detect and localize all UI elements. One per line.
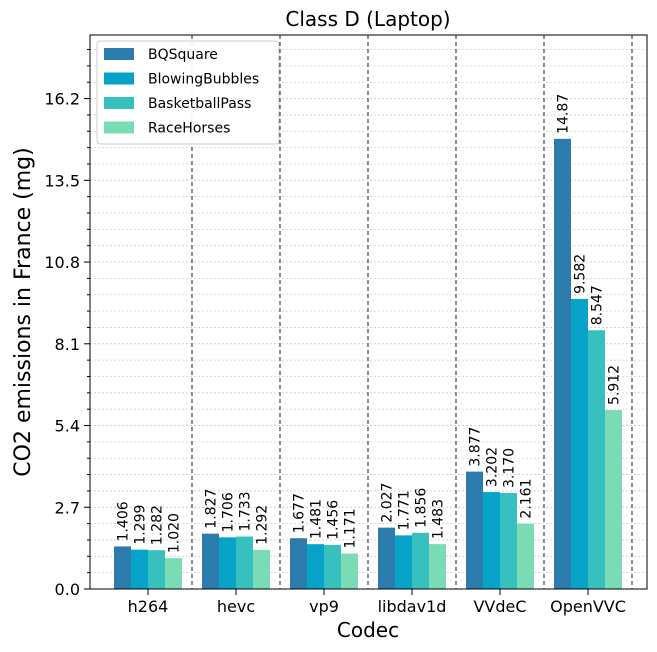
bar [202, 533, 219, 589]
legend-label: RaceHorses [148, 121, 230, 137]
bar [412, 532, 429, 589]
y-tick-label: 8.1 [55, 335, 80, 354]
bar [290, 538, 307, 589]
chart-title: Class D (Laptop) [285, 7, 450, 31]
data-label: 1.292 [255, 505, 271, 545]
plot-frame [89, 34, 648, 590]
data-label: 1.733 [238, 491, 254, 531]
data-label: 1.299 [133, 505, 149, 545]
data-label: 5.912 [607, 365, 623, 405]
bar [219, 537, 236, 589]
bar [554, 138, 571, 589]
bar [483, 492, 500, 589]
data-label: 1.856 [414, 488, 430, 528]
data-label: 3.877 [468, 427, 484, 467]
x-tick-label: OpenVVC [550, 597, 626, 616]
bar [341, 553, 358, 589]
legend-box [96, 40, 280, 145]
data-label: 1.677 [292, 493, 308, 533]
legend-label: BQSquare [148, 47, 218, 63]
bar [253, 549, 270, 589]
x-axis-title: Codec [337, 618, 399, 642]
legend-swatch [104, 121, 134, 134]
y-tick-label: 10.8 [44, 253, 80, 272]
data-label: 1.171 [343, 508, 359, 548]
bar [378, 527, 395, 589]
bar [148, 550, 165, 589]
bars [114, 138, 622, 589]
bar [466, 471, 483, 589]
data-label: 9.582 [573, 254, 589, 294]
data-label: 2.027 [380, 483, 396, 523]
data-label: 1.481 [309, 499, 325, 539]
x-tick-label: VVdeC [473, 597, 526, 616]
y-tick-label: 0.0 [55, 580, 80, 599]
bar [395, 535, 412, 589]
x-tick-label: libdav1d [378, 597, 447, 616]
bar [165, 558, 182, 589]
bar [588, 330, 605, 589]
x-axis-ticks: h264 hevc vp9 libdav1d VVdeC OpenVVC [128, 589, 626, 616]
bar [571, 298, 588, 589]
data-label: 3.170 [502, 448, 518, 488]
bar [131, 549, 148, 589]
data-label: 2.161 [519, 478, 535, 518]
x-tick-label: h264 [128, 597, 169, 616]
data-label: 1.020 [167, 513, 183, 553]
bar [500, 493, 517, 589]
bar [429, 544, 446, 589]
data-label: 1.483 [431, 499, 447, 539]
bar [324, 544, 341, 589]
data-labels: 1.406 1.299 1.282 1.020 1.827 1.706 1.733 1.292… [116, 94, 623, 553]
legend-swatch [104, 97, 134, 109]
y-tick-label: 13.5 [44, 171, 80, 190]
x-tick-label: hevc [217, 597, 255, 616]
legend-swatch [104, 48, 134, 60]
bar [307, 544, 324, 589]
data-label: 1.771 [397, 490, 413, 530]
legend-label: BasketballPass [148, 96, 251, 112]
data-label: 1.406 [116, 501, 132, 541]
category-separators [191, 35, 633, 589]
bar [517, 523, 534, 589]
data-label: 1.827 [204, 489, 220, 529]
legend: BQSquare BlowingBubbles BasketballPass Race… [96, 40, 280, 145]
data-label: 1.706 [221, 492, 237, 532]
legend-label: BlowingBubbles [148, 72, 259, 88]
data-label: 1.282 [150, 505, 166, 545]
data-label: 8.547 [590, 285, 606, 325]
data-label: 14.87 [556, 94, 572, 134]
y-tick-label: 5.4 [55, 417, 80, 436]
y-axis-ticks: 0.0 2.7 5.4 8.1 10.8 13.5 16.2 [44, 49, 90, 599]
y-axis-title: CO2 emissions in France (mg) [11, 147, 36, 476]
bar [605, 410, 622, 589]
data-label: 3.202 [485, 447, 501, 487]
data-label: 1.456 [326, 500, 342, 540]
legend-swatch [104, 72, 134, 85]
bar [114, 546, 131, 589]
y-tick-label: 16.2 [44, 90, 80, 109]
bar [236, 536, 253, 589]
y-tick-label: 2.7 [55, 498, 80, 517]
x-tick-label: vp9 [309, 597, 339, 616]
